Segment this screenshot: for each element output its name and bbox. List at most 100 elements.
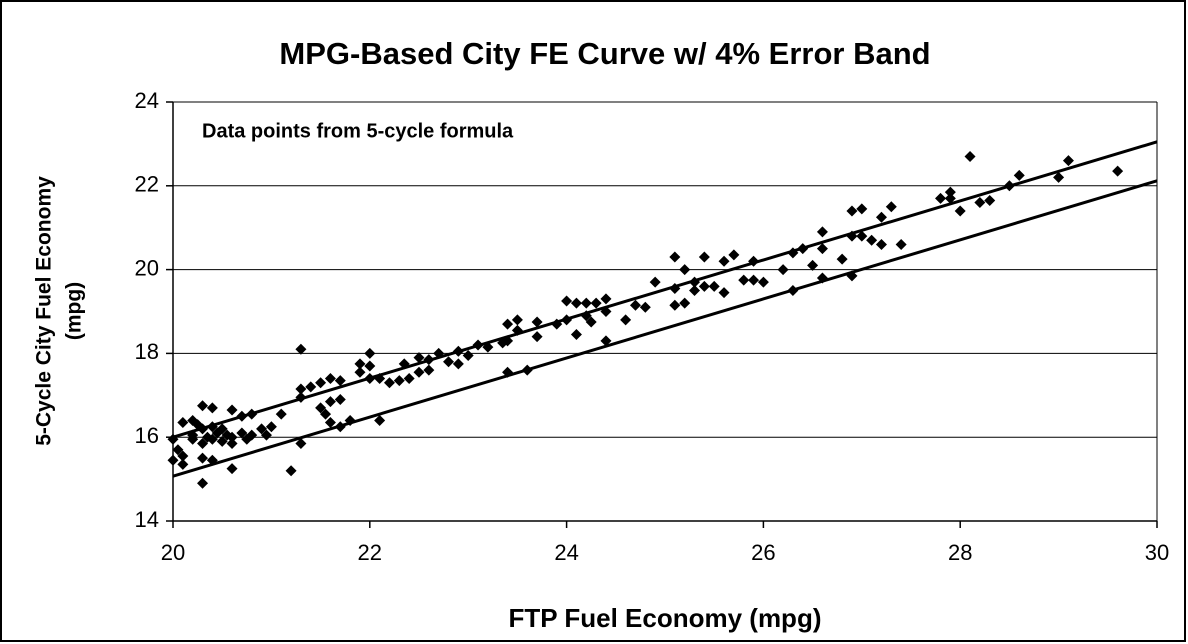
point [698, 251, 710, 263]
point [718, 287, 730, 299]
point [738, 274, 750, 286]
point [187, 433, 199, 445]
point [1112, 165, 1124, 177]
y-axis-label-line: 5-Cycle City Fuel Economy [33, 176, 56, 446]
point [590, 297, 602, 309]
point [236, 427, 248, 439]
point [462, 349, 474, 361]
point [324, 396, 336, 408]
point [226, 431, 238, 443]
y-tick-label: 24 [135, 88, 159, 113]
point [177, 458, 189, 470]
point [866, 234, 878, 246]
point [728, 249, 740, 261]
point [807, 259, 819, 271]
point [423, 364, 435, 376]
point [246, 429, 258, 441]
x-axis-label: FTP Fuel Economy (mpg) [509, 603, 822, 633]
point [570, 329, 582, 341]
point [443, 356, 455, 368]
point [580, 297, 592, 309]
point [1053, 171, 1065, 183]
point [777, 264, 789, 276]
x-tick-label: 30 [1145, 540, 1169, 565]
point [216, 435, 228, 447]
point [226, 463, 238, 475]
x-tick-label: 24 [554, 540, 578, 565]
point [689, 285, 701, 297]
point [295, 343, 307, 355]
y-axis-label: 5-Cycle City Fuel Economy (mpg) [33, 176, 86, 446]
point [964, 150, 976, 162]
point [354, 358, 366, 370]
point [679, 297, 691, 309]
point [944, 186, 956, 198]
point [295, 437, 307, 449]
point [383, 377, 395, 389]
point [816, 226, 828, 238]
point [585, 316, 597, 328]
x-tick-label: 26 [751, 540, 775, 565]
point [669, 299, 681, 311]
point [600, 335, 612, 347]
point [570, 297, 582, 309]
point [216, 423, 228, 435]
point [413, 366, 425, 378]
point [600, 293, 612, 305]
point [315, 402, 327, 414]
point [452, 358, 464, 370]
point [649, 276, 661, 288]
chart-title: MPG-Based City FE Curve w/ 4% Error Band [279, 36, 930, 71]
point [669, 251, 681, 263]
point [757, 276, 769, 288]
point [334, 393, 346, 405]
point [875, 211, 887, 223]
point [935, 192, 947, 204]
point [984, 194, 996, 206]
point [177, 417, 189, 429]
point [172, 444, 184, 456]
point [708, 280, 720, 292]
point [320, 408, 332, 420]
point [374, 414, 386, 426]
point [364, 347, 376, 359]
point [629, 299, 641, 311]
point [954, 205, 966, 217]
x-tick-label: 22 [358, 540, 382, 565]
point [856, 203, 868, 215]
point [260, 429, 272, 441]
point [226, 404, 238, 416]
point [679, 264, 691, 276]
point [875, 238, 887, 250]
point [197, 452, 209, 464]
point [816, 243, 828, 255]
y-tick-label: 16 [135, 423, 159, 448]
point [885, 201, 897, 213]
point [895, 238, 907, 250]
point [531, 316, 543, 328]
point [502, 318, 514, 330]
point [561, 295, 573, 307]
point [698, 280, 710, 292]
point [197, 400, 209, 412]
point [748, 274, 760, 286]
point [413, 352, 425, 364]
point [944, 192, 956, 204]
point [354, 366, 366, 378]
point [856, 230, 868, 242]
y-tick-label: 20 [135, 255, 159, 280]
point [639, 301, 651, 313]
point [206, 433, 218, 445]
y-axis-label-line: (mpg) [63, 282, 86, 340]
point [1062, 155, 1074, 167]
point [315, 377, 327, 389]
point [620, 314, 632, 326]
point [265, 421, 277, 433]
point [393, 375, 405, 387]
x-tick-label: 28 [948, 540, 972, 565]
point [206, 402, 218, 414]
point [403, 373, 415, 385]
point [177, 450, 189, 462]
line [172, 179, 1158, 478]
point [324, 417, 336, 429]
